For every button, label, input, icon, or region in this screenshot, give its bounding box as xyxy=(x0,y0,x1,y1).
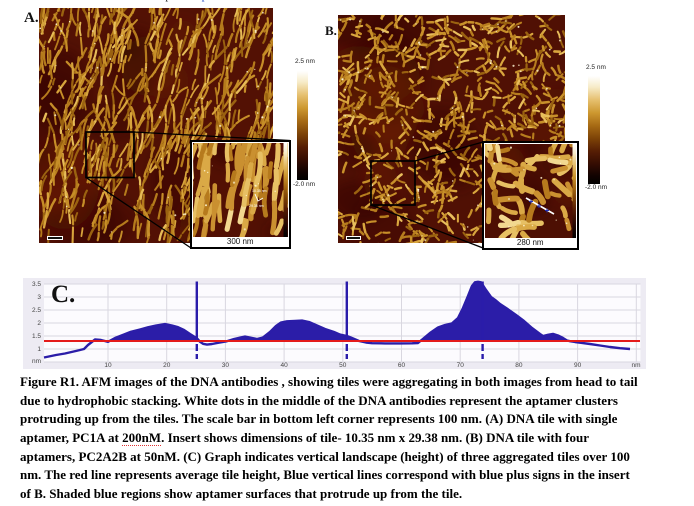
svg-text:10.35 nm: 10.35 nm xyxy=(252,189,267,193)
svg-text:10: 10 xyxy=(104,362,112,369)
svg-text:80: 80 xyxy=(515,362,523,369)
svg-text:90: 90 xyxy=(574,362,582,369)
svg-text:3.5: 3.5 xyxy=(32,281,41,288)
svg-text:2.5: 2.5 xyxy=(32,307,41,314)
svg-text:29.38 nm: 29.38 nm xyxy=(249,204,264,208)
svg-text:2: 2 xyxy=(37,320,41,327)
svg-text:3: 3 xyxy=(37,294,41,301)
svg-text:nm: nm xyxy=(631,362,640,369)
svg-text:40: 40 xyxy=(280,362,288,369)
svg-text:50: 50 xyxy=(339,362,347,369)
svg-text:70: 70 xyxy=(457,362,465,369)
svg-text:1: 1 xyxy=(37,346,41,353)
svg-text:1.5: 1.5 xyxy=(32,333,41,340)
svg-text:60: 60 xyxy=(398,362,406,369)
svg-text:20: 20 xyxy=(163,362,171,369)
svg-text:nm: nm xyxy=(32,358,41,365)
svg-text:30: 30 xyxy=(222,362,230,369)
